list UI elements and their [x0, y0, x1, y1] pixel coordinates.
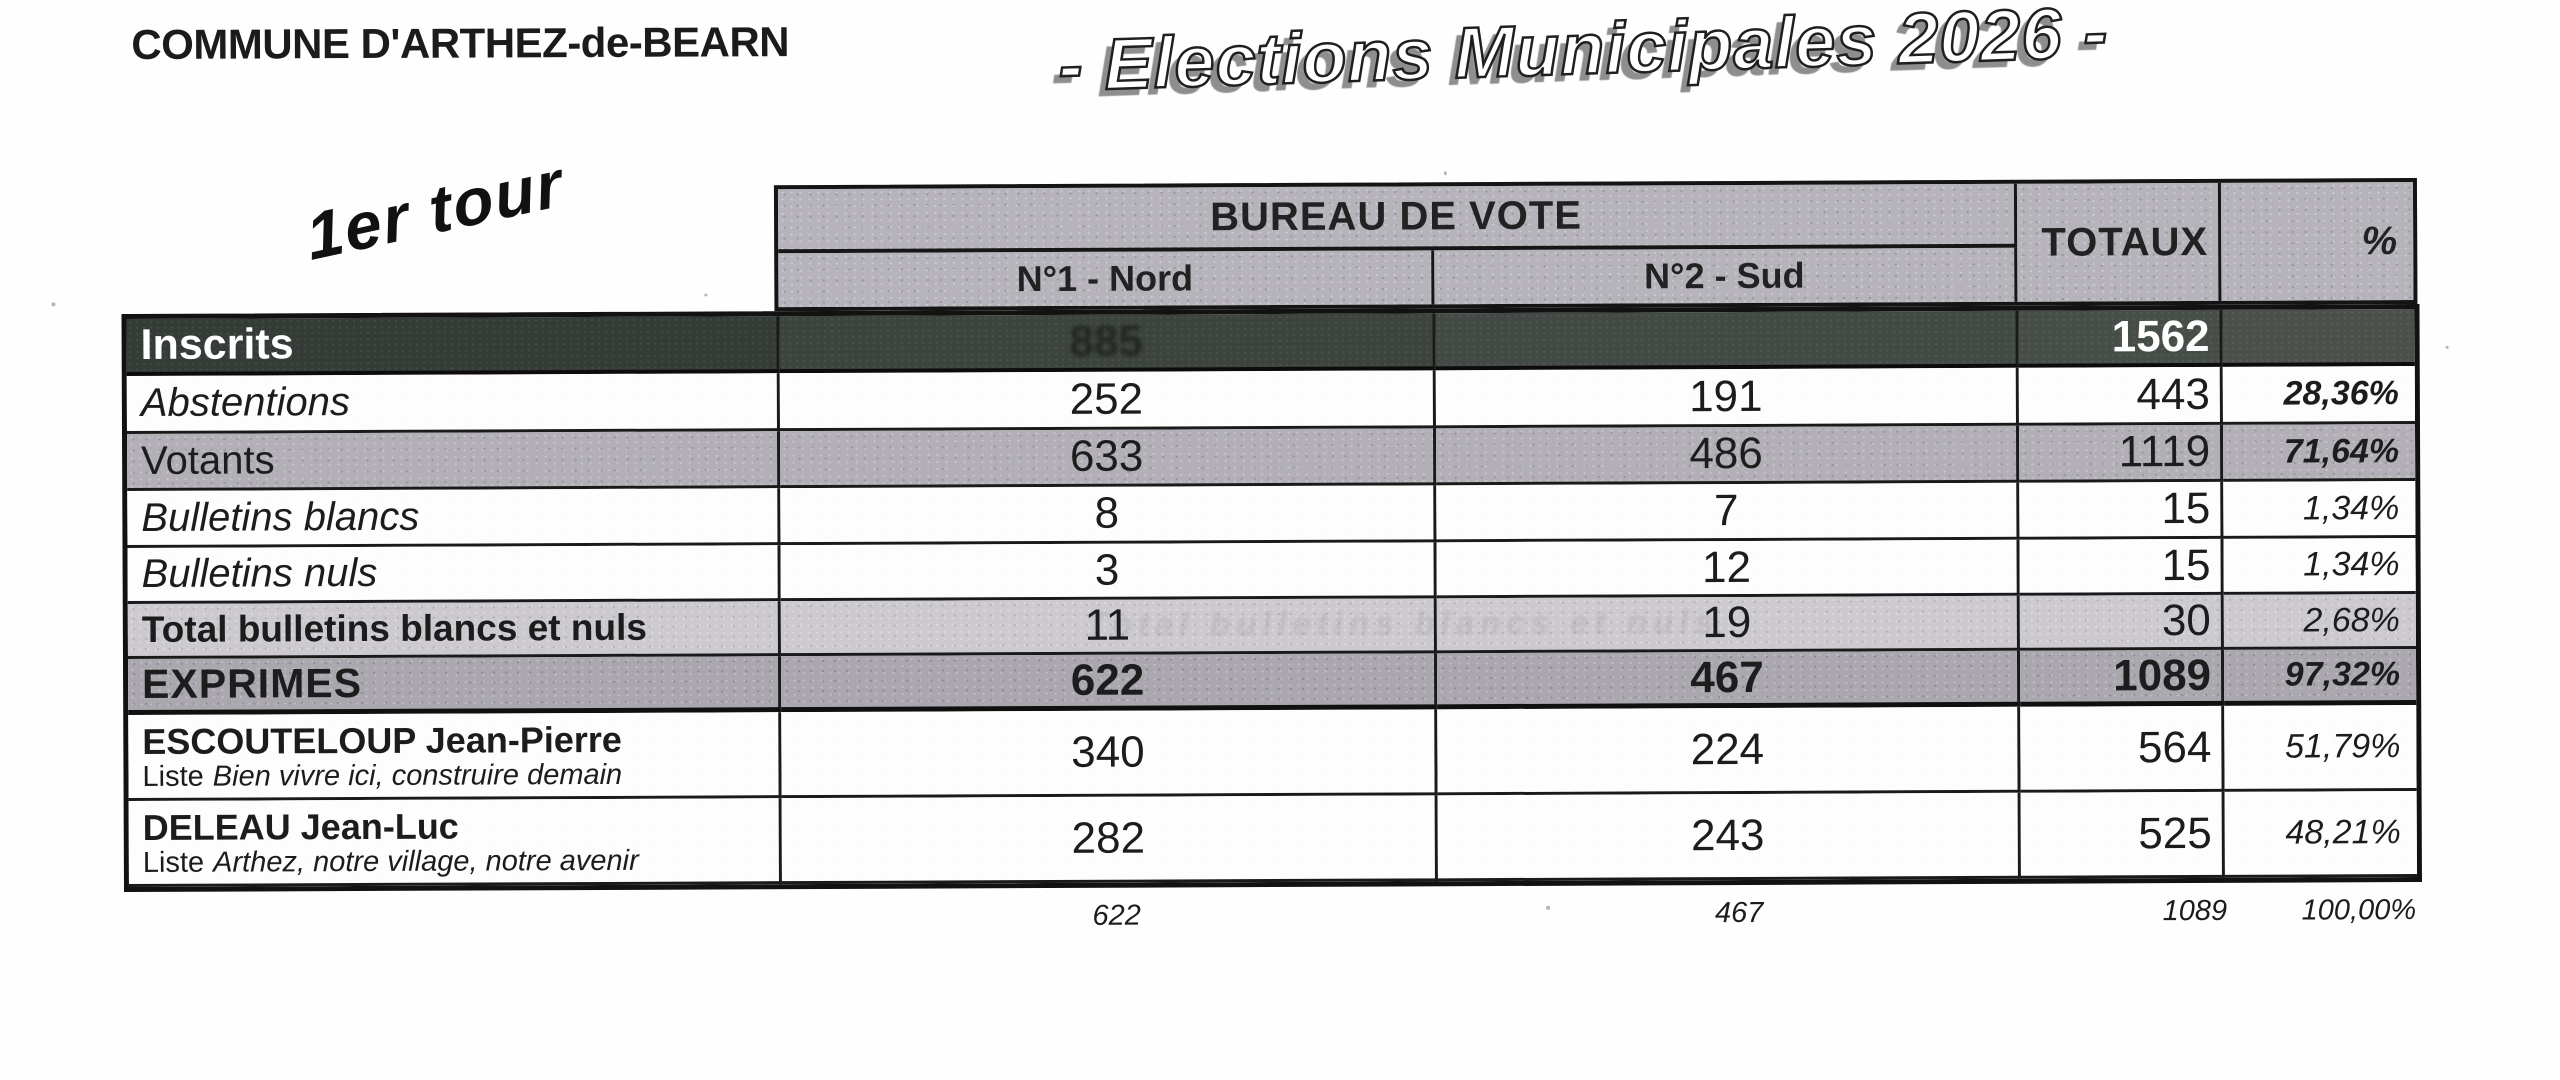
cell-escouteloup-total: 564 — [2020, 705, 2225, 793]
cell-bnuls-n2: 12 — [1436, 539, 2020, 599]
footer-spacer — [124, 895, 787, 942]
results-table: Inscrits 885 1562 Abstentions 252 191 44… — [121, 304, 2422, 893]
cell-n1-nord: N°1 - Nord — [778, 250, 1435, 308]
cell-bblancs-total: 15 — [2019, 481, 2224, 540]
cell-totalbn-total: 30 — [2019, 594, 2224, 651]
cell-deleau-label: DELEAU Jean-Luc Liste Arthez, notre villa… — [128, 798, 782, 888]
cell-votants-pct: 71,64% — [2222, 424, 2416, 482]
cell-votants-n1: 633 — [780, 428, 1437, 489]
scan-speck — [1443, 171, 1447, 176]
commune-title: COMMUNE D'ARTHEZ-de-BEARN — [131, 18, 790, 69]
cell-escouteloup-n1: 340 — [781, 709, 1438, 799]
footer-n1-total: 622 — [1092, 899, 1141, 932]
cell-abstentions-n2: 191 — [1435, 367, 2019, 429]
cell-inscrits-n1-ghost: 885 — [1069, 316, 1143, 366]
election-title: - Elections Municipales 2026 - — [1056, 0, 2111, 108]
cell-deleau-n1: 282 — [781, 795, 1438, 885]
cell-n2-sud: N°2 - Sud — [1434, 247, 2018, 305]
candidate-name: ESCOUTELOUP Jean-Pierre — [142, 718, 622, 762]
cell-escouteloup-pct: 51,79% — [2224, 705, 2417, 792]
scan-speck — [704, 293, 708, 297]
cell-exprimes-n2: 467 — [1436, 650, 2021, 710]
cell-abstentions-label: Abstentions — [126, 373, 781, 435]
cell-bblancs-n1: 8 — [780, 485, 1437, 546]
cell-totaux-header: TOTAUX — [2016, 182, 2222, 302]
cell-inscrits-label: Inscrits — [126, 316, 780, 377]
cell-inscrits-total: 1562 — [2018, 309, 2223, 368]
cell-totalbn-n1: 11 — [780, 598, 1437, 657]
cell-abstentions-n1: 252 — [779, 370, 1436, 432]
cell-bblancs-n2: 7 — [1436, 482, 2020, 543]
cell-votants-n2: 486 — [1435, 425, 2020, 486]
cell-bnuls-label: Bulletins nuls — [127, 545, 781, 605]
round-label: 1er tour — [301, 145, 569, 275]
cell-totalbn-n2: 19 — [1436, 595, 2020, 654]
cell-bnuls-total: 15 — [2019, 538, 2224, 596]
cell-abstentions-pct: 28,36% — [2222, 366, 2415, 425]
candidate-name: DELEAU Jean-Luc — [142, 805, 459, 848]
footer-pct-total: 100,00% — [2301, 893, 2417, 927]
cell-bureau-de-vote: BUREAU DE VOTE — [777, 183, 2018, 254]
cell-votants-total: 1119 — [2018, 424, 2224, 483]
footer-grand-total: 1089 — [2162, 894, 2228, 927]
cell-totalbn-pct: 2,68% — [2223, 594, 2416, 650]
scan-speck — [2445, 345, 2449, 349]
cell-bblancs-pct: 1,34% — [2223, 481, 2416, 539]
cell-escouteloup-label: ESCOUTELOUP Jean-Pierre Liste Bien vivre … — [128, 712, 782, 802]
cell-votants-label: Votants — [127, 431, 781, 492]
header-table: BUREAU DE VOTE N°1 - Nord N°2 - Sud TOTA… — [773, 178, 2418, 312]
scan-speck — [51, 302, 56, 307]
cell-escouteloup-n2: 224 — [1437, 706, 2021, 796]
cell-bblancs-label: Bulletins blancs — [127, 488, 781, 549]
scan-speck — [1127, 469, 1132, 473]
cell-inscrits-pct — [2222, 309, 2415, 367]
liste-name: Arthez, notre village, notre avenir — [213, 844, 639, 879]
cell-inscrits-n2 — [1435, 310, 2019, 371]
cell-exprimes-n1: 622 — [780, 653, 1438, 713]
cell-exprimes-total: 1089 — [2019, 649, 2225, 707]
cell-bnuls-pct: 1,34% — [2223, 538, 2416, 595]
footer-n2-total: 467 — [1714, 896, 1764, 929]
candidate-liste: Liste Arthez, notre village, notre avenir — [142, 844, 639, 879]
cell-deleau-total: 525 — [2020, 791, 2225, 879]
cell-pct-header: % — [2220, 182, 2414, 301]
liste-prefix: Liste — [142, 846, 205, 879]
cell-bnuls-n1: 3 — [780, 542, 1437, 602]
cell-exprimes-pct: 97,32% — [2223, 649, 2417, 706]
cell-deleau-n2: 243 — [1437, 792, 2021, 882]
scan-speck — [1546, 905, 1551, 910]
candidate-liste: Liste Bien vivre ici, construire demain — [142, 758, 623, 793]
cell-deleau-pct: 48,21% — [2224, 791, 2417, 878]
liste-prefix: Liste — [142, 760, 204, 793]
footer-totals-row: 622 467 1089 100,00% — [124, 888, 2434, 942]
cell-abstentions-total: 443 — [2018, 366, 2223, 426]
cell-totalbn-label: Total bulletins blancs et nuls — [127, 601, 781, 660]
liste-name: Bien vivre ici, construire demain — [212, 758, 623, 793]
cell-exprimes-label: EXPRIMES — [127, 656, 782, 716]
